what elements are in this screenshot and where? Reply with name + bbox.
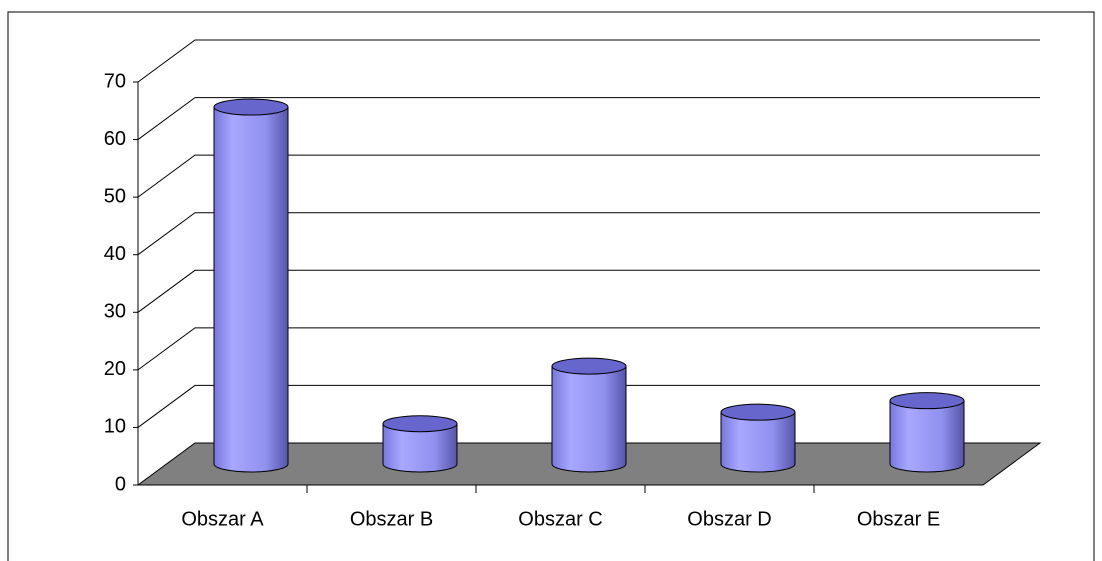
bar (889, 392, 965, 473)
bar (551, 357, 627, 473)
grid-line (137, 327, 1040, 371)
y-tick-label: 60 (104, 128, 126, 150)
y-tick-label: 70 (104, 70, 126, 92)
x-tick-label: Obszar C (518, 508, 602, 530)
bar-body (889, 400, 965, 473)
y-tick-label: 40 (104, 243, 126, 265)
bar-top (551, 357, 627, 375)
grid-line (137, 212, 1040, 256)
bar-top (382, 415, 458, 433)
y-tick-label: 10 (104, 416, 126, 438)
y-tick-label: 0 (115, 473, 126, 495)
bar-top (889, 392, 965, 410)
grid-line (137, 97, 1040, 140)
x-tick-label: Obszar B (350, 508, 433, 530)
bar-body (213, 106, 289, 473)
bar-top (213, 98, 289, 116)
y-tick-label: 20 (104, 358, 126, 380)
bar (213, 98, 289, 473)
x-tick-label: Obszar A (181, 508, 264, 530)
grid-line (137, 39, 1040, 83)
grid-line (137, 154, 1040, 198)
bar (720, 403, 796, 473)
grid-line (137, 269, 1040, 313)
bar-body (551, 365, 627, 473)
y-tick-label: 30 (104, 301, 126, 323)
bar-body (382, 423, 458, 473)
grid-line (137, 384, 1040, 428)
x-tick-label: Obszar E (857, 508, 940, 530)
bar-top (720, 403, 796, 421)
y-tick-label: 50 (104, 185, 126, 207)
bar (382, 415, 458, 473)
bar-body (720, 411, 796, 473)
x-tick-label: Obszar D (687, 508, 771, 530)
frame (7, 11, 1095, 561)
